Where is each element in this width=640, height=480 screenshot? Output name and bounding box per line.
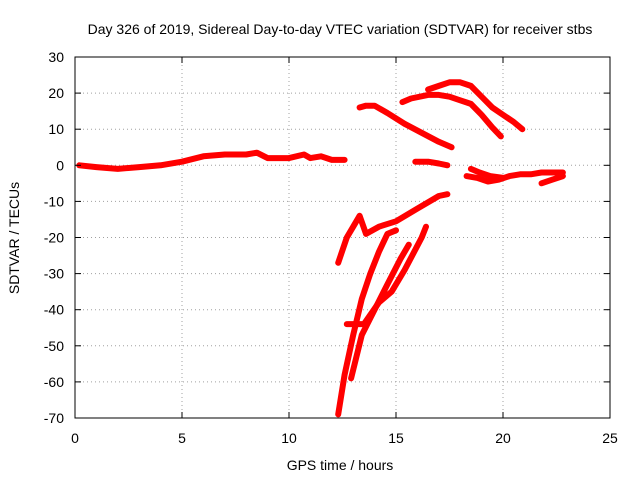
x-tick-label: 20 <box>495 430 511 446</box>
series-satellite-track-5 <box>348 241 412 382</box>
x-tick-label: 5 <box>178 430 186 446</box>
grid <box>75 57 610 418</box>
y-axis-label: SDTVAR / TECUs <box>6 182 22 294</box>
x-tick-label: 10 <box>281 430 297 446</box>
series-satellite-track-4 <box>343 223 429 328</box>
y-tick-label: -50 <box>44 338 64 354</box>
y-tick-label: -20 <box>44 230 64 246</box>
y-tick-label: -10 <box>44 193 64 209</box>
x-tick-label: 25 <box>602 430 618 446</box>
series-layer <box>76 79 566 418</box>
y-tick-label: 30 <box>48 49 64 65</box>
series-satellite-track-8 <box>425 79 526 133</box>
y-tick-label: -40 <box>44 302 64 318</box>
y-tick-label: 0 <box>56 157 64 173</box>
ticks <box>74 56 611 419</box>
series-satellite-track-6 <box>356 102 455 151</box>
y-tick-label: 10 <box>48 121 64 137</box>
series-satellite-track-10 <box>463 169 566 185</box>
series-satellite-track-3 <box>335 227 399 418</box>
series-satellite-track-12 <box>538 173 566 187</box>
series-satellite-track-9 <box>412 158 451 169</box>
x-tick-label: 0 <box>71 430 79 446</box>
y-tick-label: -70 <box>44 410 64 426</box>
x-tick-label: 15 <box>388 430 404 446</box>
series-satellite-track-2 <box>335 191 451 266</box>
x-tick-labels: 0 5 10 15 20 25 <box>71 430 618 446</box>
series-satellite-track-7 <box>399 91 504 140</box>
chart-title: Day 326 of 2019, Sidereal Day-to-day VTE… <box>88 21 593 37</box>
y-tick-label: -60 <box>44 374 64 390</box>
y-tick-label: -30 <box>44 266 64 282</box>
x-axis-label: GPS time / hours <box>287 457 394 473</box>
series-satellite-track-1 <box>76 149 348 172</box>
y-tick-labels: -70 -60 -50 -40 -30 -20 -10 0 10 20 30 <box>44 49 64 426</box>
y-tick-label: 20 <box>48 85 64 101</box>
series-satellite-track-11 <box>467 165 506 181</box>
